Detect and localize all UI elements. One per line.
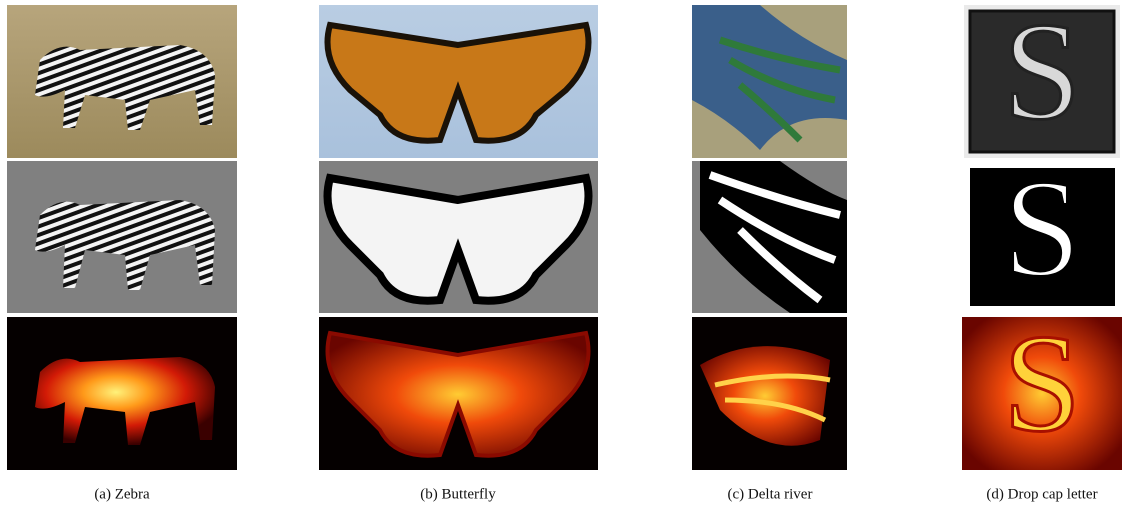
panel-delta	[692, 5, 847, 470]
caption: (c) Delta river	[728, 486, 813, 502]
delta-mask	[700, 161, 847, 313]
zebra	[35, 45, 215, 130]
caption: (a) Zebra	[94, 486, 150, 502]
letter-mask: S	[1003, 151, 1081, 306]
panel-zebra	[7, 5, 237, 470]
panel-butterfly	[319, 5, 598, 470]
caption: (d) Drop cap letter	[986, 486, 1097, 502]
delta-heat-channels	[714, 373, 831, 423]
delta-channels	[708, 171, 841, 304]
delta-heat	[700, 346, 830, 446]
zebra-mask	[35, 200, 215, 290]
caption: (b) Butterfly	[420, 486, 496, 502]
heatmap	[962, 317, 1122, 470]
letter: S	[1003, 0, 1081, 149]
ornament	[968, 9, 1116, 154]
zebra-heat	[35, 357, 215, 445]
butterfly-heat	[325, 330, 591, 458]
channels	[718, 36, 841, 143]
butterfly	[324, 21, 592, 144]
panel-dropcap: S S S	[962, 0, 1122, 470]
letter-heat: S	[1003, 306, 1081, 461]
ornament-mask	[970, 168, 1115, 306]
butterfly-mask	[323, 173, 593, 305]
